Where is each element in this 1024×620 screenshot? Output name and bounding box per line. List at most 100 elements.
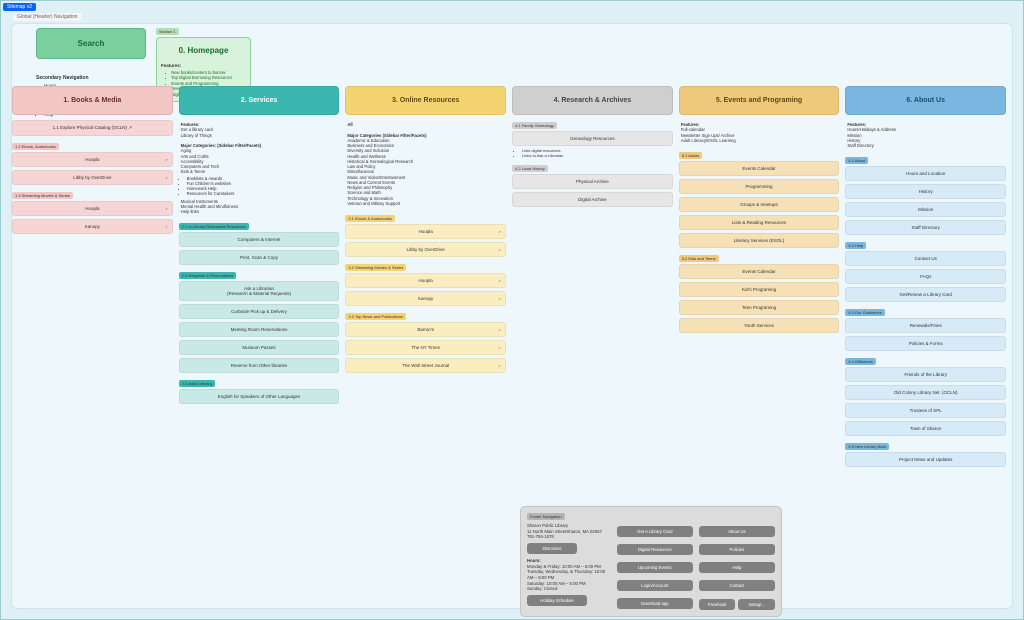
nav-card[interactable]: Programming [679, 179, 840, 194]
homepage-title: 0. Homepage [161, 42, 246, 61]
nav-card[interactable]: The NY Times↗ [345, 340, 506, 355]
social-button[interactable]: Instagr... [738, 599, 775, 610]
nav-card[interactable]: 1.1 Explore Physical Catalog (OCLN) ↗ [12, 120, 173, 136]
nav-card[interactable]: Project News and Updates [845, 452, 1006, 467]
column-header[interactable]: 2. Services [179, 86, 340, 115]
nav-card[interactable]: Renewals/Fines [845, 318, 1006, 333]
external-icon: ↗ [164, 157, 167, 162]
footer-phone: 781-784-1578 [527, 534, 611, 540]
nav-card[interactable]: Hours and Location [845, 166, 1006, 181]
nav-card[interactable]: Trustees of SPL [845, 403, 1006, 418]
group-label: 6.2 Help [845, 242, 866, 249]
nav-card[interactable]: Hoopla↗ [12, 201, 173, 216]
social-button[interactable]: Facebook [699, 599, 736, 610]
nav-group: 6.2 Help Contact Us FAQs Get/Renew a Librar… [845, 242, 1006, 302]
nav-card[interactable]: Kanopy↗ [12, 219, 173, 234]
col-about: 6. About UsFeatures:Hours/Holidays & Add… [845, 86, 1006, 467]
nav-card[interactable]: Friends of the Library [845, 367, 1006, 382]
nav-card[interactable]: Lists & Reading Resources [679, 215, 840, 230]
nav-card[interactable]: Museum Passes [179, 340, 340, 355]
holiday-button[interactable]: Holiday Schedule [527, 595, 587, 607]
nav-card[interactable]: Teen Programing [679, 300, 840, 315]
nav-card[interactable]: Meeting Room Reservations [179, 322, 340, 337]
nav-card[interactable]: Events Calendar [679, 264, 840, 279]
nav-group: 6.3 Our Guidelines Renewals/Fines Policies… [845, 309, 1006, 351]
nav-card[interactable]: Barron's↗ [345, 322, 506, 337]
nav-card[interactable]: The Wall Street Journal↗ [345, 358, 506, 373]
footer-button[interactable]: Download app [617, 598, 693, 609]
column-header[interactable]: 4. Research & Archives [512, 86, 673, 115]
col-books: 1. Books & Media 1.1 Explore Physical Cat… [12, 86, 173, 467]
external-icon: ↗ [164, 206, 167, 211]
directions-button[interactable]: Directions [527, 543, 577, 555]
nav-card[interactable]: Contact Us [845, 251, 1006, 266]
nav-card[interactable]: Kid's Programing [679, 282, 840, 297]
footer-button[interactable]: Policies [699, 544, 775, 555]
group-label: 1.3 Streaming Movies & Series [12, 192, 73, 199]
external-icon: ↗ [498, 278, 501, 283]
nav-card[interactable]: Hoopla↗ [345, 224, 506, 239]
nav-group: 3.3 Top News and PublicationsBarron's↗Th… [345, 313, 506, 373]
footer-right: About Us Policies Help Contact FacebookInst… [699, 523, 775, 610]
nav-card[interactable]: English for Speakers of Other Languages [179, 389, 340, 404]
nav-card[interactable]: Ask a Librarian (Research & Material Req… [179, 281, 340, 301]
nav-card[interactable]: Policies & Forms [845, 336, 1006, 351]
nav-card[interactable]: Computers & Internet [179, 232, 340, 247]
nav-card[interactable]: Digital Archive [512, 192, 673, 207]
group-label: 4.2 Local History [512, 165, 548, 172]
nav-card[interactable]: Mission [845, 202, 1006, 217]
footer-button[interactable]: Login/Account [617, 580, 693, 591]
nav-card[interactable]: Kanopy↗ [345, 291, 506, 306]
nav-card[interactable]: Literacy Services (ESOL) [679, 233, 840, 248]
group-label: 4.1 Family Genealogy [512, 122, 557, 129]
col-services: 2. ServicesFeatures:Get a library cardLi… [179, 86, 340, 467]
secondary-nav-title: Secondary Navigation [36, 75, 146, 81]
nav-card[interactable]: Libby by OverDrive↗ [345, 242, 506, 257]
nav-card[interactable]: Print, Scan & Copy [179, 250, 340, 265]
column-header[interactable]: 6. About Us [845, 86, 1006, 115]
nav-card[interactable]: Libby by OverDrive↗ [12, 170, 173, 185]
group-label: 1.2 Ebook, Audiobooks [12, 143, 59, 150]
nav-group: 3.1 Ebook & AudiobooksHoopla↗Libby by Ov… [345, 215, 506, 257]
column-header[interactable]: 1. Books & Media [12, 86, 173, 115]
section-label: Section 1 [156, 28, 179, 35]
nav-group: 4.2 Local History Physical Archive Digital… [512, 165, 673, 207]
nav-card[interactable]: Get/Renew a Library Card [845, 287, 1006, 302]
nav-group: 2.1 In-Library Resources ResourcesComput… [179, 223, 340, 265]
footer-button[interactable]: Get A Library Card [617, 526, 693, 537]
nav-card[interactable]: Physical Archive [512, 174, 673, 189]
group-label: 2.3 Adult Literacy [179, 380, 216, 387]
nav-card[interactable]: Youth Services [679, 318, 840, 333]
nav-card[interactable]: FAQs [845, 269, 1006, 284]
footer-button[interactable]: About Us [699, 526, 775, 537]
column-header[interactable]: 3. Online Resources [345, 86, 506, 115]
sitemap-canvas: Sitemap v2 Global (Header) Navigation Se… [0, 0, 1024, 620]
footer-button[interactable]: Digital Resources [617, 544, 693, 555]
nav-card[interactable]: Reserve from Other libraries [179, 358, 340, 373]
features-block: AllMajor Categories (Sidebar Filter/Face… [345, 120, 506, 208]
nav-card[interactable]: Genealogy Resources [512, 131, 673, 146]
nav-card[interactable]: Events Calendar [679, 161, 840, 176]
footer-button[interactable]: Contact [699, 580, 775, 591]
nav-card[interactable]: Hoopla↗ [345, 273, 506, 288]
nav-card[interactable]: Curbside Pick up & Delivery [179, 304, 340, 319]
group-label: 6.3 Our Guidelines [845, 309, 884, 316]
nav-card[interactable]: Old Colony Library Net. (OCLN) [845, 385, 1006, 400]
external-icon: ↗ [164, 175, 167, 180]
footer-button[interactable]: Help [699, 562, 775, 573]
footer-button[interactable]: Upcoming Events [617, 562, 693, 573]
search-button[interactable]: Search [36, 28, 146, 59]
footer-left: Sharon Public Library 11 North Main Stre… [527, 523, 611, 610]
group-label: 6.4 Affiliations [845, 358, 876, 365]
nav-group: 5.2 Kids and TeensEvents CalendarKid's P… [679, 255, 840, 333]
nav-card[interactable]: Hoopla↗ [12, 152, 173, 167]
column-header[interactable]: 5. Events and Programing [679, 86, 840, 115]
nav-group: 4.1 Family GenealogyGenealogy ResourcesL… [512, 122, 673, 158]
nav-card[interactable]: Town of Sharon [845, 421, 1006, 436]
nav-card[interactable]: Staff Directory [845, 220, 1006, 235]
nav-card[interactable]: History [845, 184, 1006, 199]
nav-card[interactable]: Groups & meetups [679, 197, 840, 212]
col-research: 4. Research & Archives 4.1 Family Genealo… [512, 86, 673, 467]
nav-group: 2.3 Adult Literacy English for Speakers o… [179, 380, 340, 404]
nav-group: 5.1 AdultsEvents CalendarProgrammingGrou… [679, 152, 840, 248]
